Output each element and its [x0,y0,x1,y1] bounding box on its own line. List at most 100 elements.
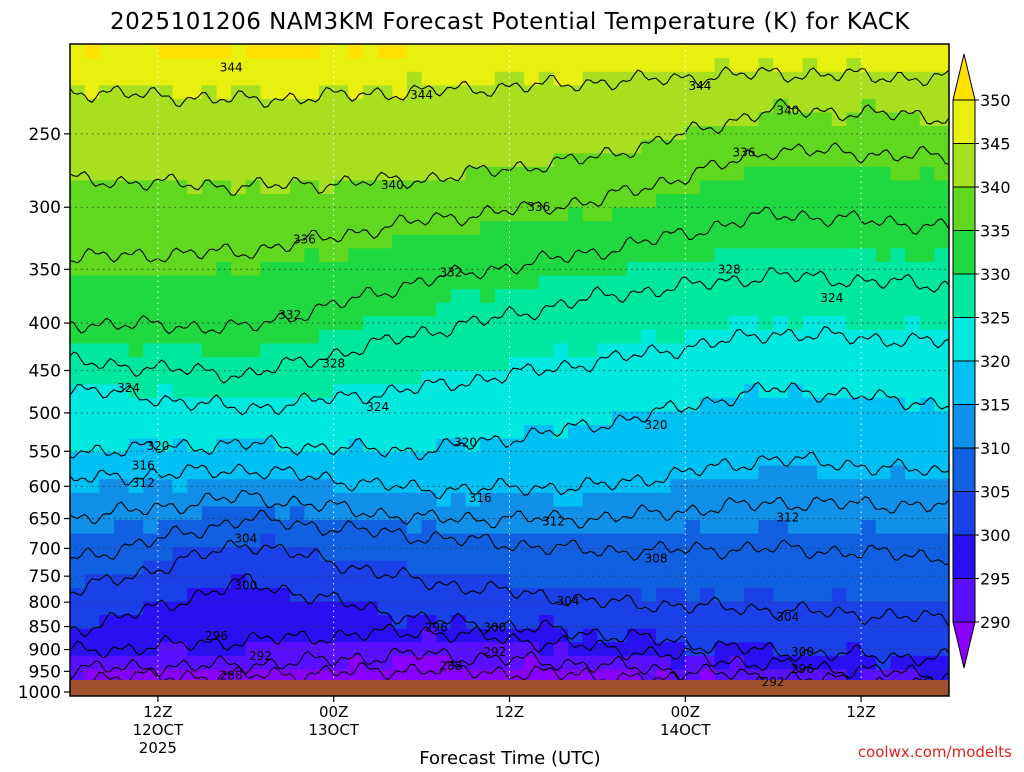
heatmap-cell [729,478,745,493]
heatmap-cell [275,437,291,453]
heatmap-cell [656,315,672,330]
heatmap-cell [714,465,730,480]
heatmap-cell [157,274,174,290]
heatmap-cell [905,179,921,195]
heatmap-cell [363,193,379,208]
heatmap-cell [113,560,130,575]
heatmap-cell [890,84,906,99]
heatmap-cell [421,329,437,344]
heatmap-cell [509,600,525,616]
heatmap-cell [216,152,232,167]
heatmap-cell [817,288,833,303]
colorbar-segment [952,143,976,188]
heatmap-cell [656,641,672,656]
heatmap-cell [568,383,584,398]
credit-text[interactable]: coolwx.com/modelts [858,743,1012,761]
heatmap-cell [612,600,628,616]
heatmap-cell [831,84,848,99]
heatmap-cell [758,587,774,602]
heatmap-cell [187,84,203,99]
heatmap-cell [568,261,584,276]
heatmap-cell [509,166,525,181]
heatmap-cell [641,302,657,317]
heatmap-cell [436,220,452,235]
heatmap-cell [831,505,848,521]
heatmap-cell [612,44,628,59]
heatmap-cell [509,234,525,249]
heatmap-cell [875,98,891,113]
heatmap-cell [304,668,320,684]
heatmap-cell [582,397,598,412]
heatmap-cell [187,179,203,195]
heatmap-cell [861,370,877,385]
heatmap-cell [597,342,613,358]
heatmap-cell [333,315,349,330]
heatmap-cell [714,655,730,670]
heatmap-cell [70,44,86,59]
heatmap-cell [597,302,613,317]
heatmap-cell [670,234,686,249]
heatmap-cell [817,220,833,235]
heatmap-cell [231,397,247,412]
heatmap-cell [377,342,393,358]
heatmap-cell [289,111,305,127]
heatmap-cell [157,573,174,588]
heatmap-cell [304,152,320,167]
heatmap-cell [99,614,115,629]
heatmap-cell [187,437,203,453]
heatmap-cell [319,641,335,656]
heatmap-cell [685,302,701,317]
heatmap-cell [656,274,672,290]
heatmap-cell [172,560,188,575]
heatmap-cell [568,98,584,113]
heatmap-cell [597,84,613,99]
heatmap-cell [157,342,174,358]
heatmap-cell [421,71,437,86]
heatmap-cell [656,261,672,276]
heatmap-cell [450,152,467,167]
heatmap-cell [919,84,935,99]
heatmap-cell [143,505,159,521]
heatmap-cell [128,98,144,113]
heatmap-cell [524,356,540,371]
heatmap-cell [143,98,159,113]
heatmap-cell [275,193,291,208]
heatmap-cell [84,614,100,629]
heatmap-cell [831,492,848,507]
heatmap-cell [113,315,130,330]
heatmap-cell [612,179,628,195]
heatmap-cell [157,370,174,385]
heatmap-cell [406,71,423,86]
heatmap-cell [846,628,862,643]
heatmap-cell [538,274,555,290]
heatmap-cell [99,207,115,222]
heatmap-cell [524,641,540,656]
heatmap-cell [275,84,291,99]
heatmap-cell [875,329,891,344]
heatmap-cell [524,451,540,466]
heatmap-cell [597,451,613,466]
heatmap-cell [773,342,789,358]
heatmap-cell [128,71,144,86]
heatmap-cell [758,125,774,140]
heatmap-cell [494,220,511,235]
heatmap-cell [934,437,949,453]
contour-line-332 [70,206,949,335]
heatmap-cell [787,410,804,425]
heatmap-cell [333,111,349,127]
heatmap-cell [743,98,760,113]
heatmap-cell [802,356,818,371]
heatmap-cell [465,370,481,385]
heatmap-cell [685,193,701,208]
colorbar-tick-label: 300 [980,526,1011,545]
heatmap-cell [890,410,906,425]
heatmap-cell [406,465,423,480]
heatmap-cell [450,492,467,507]
heatmap-cell [802,533,818,548]
heatmap-cell [289,220,305,235]
heatmap-cell [568,560,584,575]
heatmap-cell [846,478,862,493]
heatmap-cell [817,179,833,195]
heatmap-cell [773,628,789,643]
heatmap-cell [626,315,642,330]
